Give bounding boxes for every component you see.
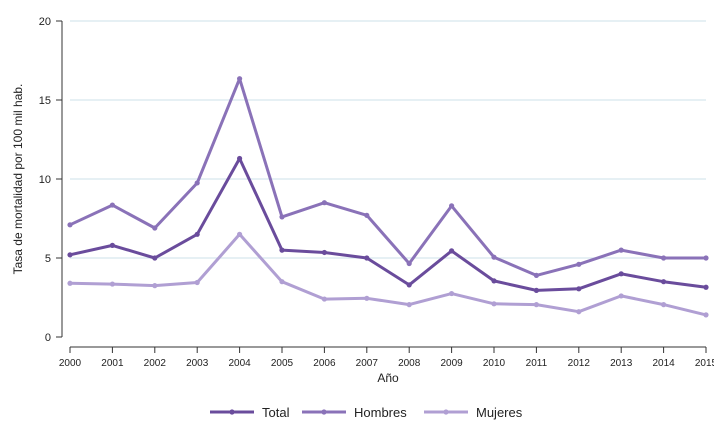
series-total <box>67 155 709 293</box>
data-point <box>703 255 709 261</box>
data-point <box>703 312 709 318</box>
data-point <box>321 296 327 302</box>
data-point <box>364 255 370 261</box>
x-tick-label: 2007 <box>356 358 379 369</box>
data-point <box>533 272 540 278</box>
data-point <box>364 295 370 301</box>
y-tick-label: 20 <box>39 16 51 28</box>
data-point <box>237 76 243 82</box>
y-axis-title: Tasa de mortalidad por 100 mil hab. <box>11 84 25 275</box>
x-tick-label: 2014 <box>652 358 675 369</box>
data-point <box>703 284 709 290</box>
x-tick-label: 2010 <box>483 358 506 369</box>
data-point <box>194 180 200 186</box>
gridlines <box>70 20 706 259</box>
data-point <box>237 155 243 162</box>
legend-marker <box>229 409 235 415</box>
y-tick-label: 5 <box>45 253 51 265</box>
data-point <box>449 203 455 209</box>
data-point <box>533 287 540 293</box>
x-axis-title: Año <box>377 371 399 385</box>
data-point <box>67 222 73 228</box>
x-tick-label: 2013 <box>610 358 633 369</box>
series-line <box>68 232 708 317</box>
data-point <box>576 286 582 292</box>
data-point <box>152 255 158 261</box>
data-point <box>491 278 497 284</box>
data-point <box>406 260 412 267</box>
data-point <box>449 290 455 297</box>
data-point <box>449 248 455 254</box>
data-point <box>279 214 285 220</box>
data-point <box>406 302 412 308</box>
data-point <box>152 225 158 231</box>
data-point <box>109 242 115 248</box>
data-point <box>109 202 115 208</box>
legend-label: Total <box>262 405 290 420</box>
y-tick-label: 10 <box>39 174 51 186</box>
axes <box>61 21 706 348</box>
data-point <box>194 279 200 286</box>
x-tick-label: 2003 <box>186 358 209 369</box>
x-tick-label: 2002 <box>144 358 167 369</box>
legend: Total Hombres Mujeres <box>210 405 523 420</box>
y-tick-label: 15 <box>39 95 51 107</box>
x-tick-label: 2012 <box>568 358 591 369</box>
data-point <box>661 279 667 285</box>
legend-label: Mujeres <box>476 405 523 420</box>
legend-item-total: Total <box>210 405 290 420</box>
x-tick-label: 2000 <box>59 358 82 369</box>
data-point <box>321 200 327 206</box>
data-point <box>194 231 200 237</box>
x-tick-label: 2004 <box>228 358 251 369</box>
x-tick-label: 2005 <box>271 358 294 369</box>
legend-marker <box>321 409 327 415</box>
series-line <box>68 77 708 277</box>
data-point <box>491 301 497 307</box>
data-point <box>279 279 285 285</box>
x-ticks: 2000 2001 2002 2003 2004 2005 2006 2007 2008 2009… <box>59 347 714 369</box>
data-point <box>618 293 624 299</box>
x-tick-label: 2015 <box>695 358 714 369</box>
data-point <box>491 254 497 260</box>
data-point <box>661 255 667 261</box>
x-tick-label: 2006 <box>313 358 336 369</box>
data-point <box>67 280 73 286</box>
series-lines <box>67 76 709 318</box>
data-point <box>618 247 624 253</box>
data-point <box>576 309 582 315</box>
legend-label: Hombres <box>354 405 407 420</box>
data-point <box>661 302 667 308</box>
data-point <box>237 231 243 237</box>
data-point <box>406 282 412 288</box>
x-tick-label: 2009 <box>440 358 463 369</box>
data-point <box>364 212 370 218</box>
x-tick-label: 2001 <box>101 358 124 369</box>
legend-item-hombres: Hombres <box>302 405 407 420</box>
data-point <box>152 283 158 289</box>
series-line <box>68 157 708 292</box>
x-tick-label: 2011 <box>526 358 548 369</box>
series-hombres <box>67 76 709 278</box>
data-point <box>67 252 73 258</box>
data-point <box>109 281 115 287</box>
series-mujeres <box>67 231 709 318</box>
data-point <box>279 247 285 253</box>
data-point <box>618 271 624 277</box>
x-tick-label: 2008 <box>398 358 421 369</box>
legend-item-mujeres: Mujeres <box>424 405 523 420</box>
data-point <box>533 302 540 308</box>
legend-marker <box>443 409 449 415</box>
data-point <box>321 249 327 256</box>
data-point <box>576 261 582 267</box>
y-tick-label: 0 <box>45 332 51 344</box>
y-ticks: 0 5 10 15 20 <box>39 16 62 344</box>
